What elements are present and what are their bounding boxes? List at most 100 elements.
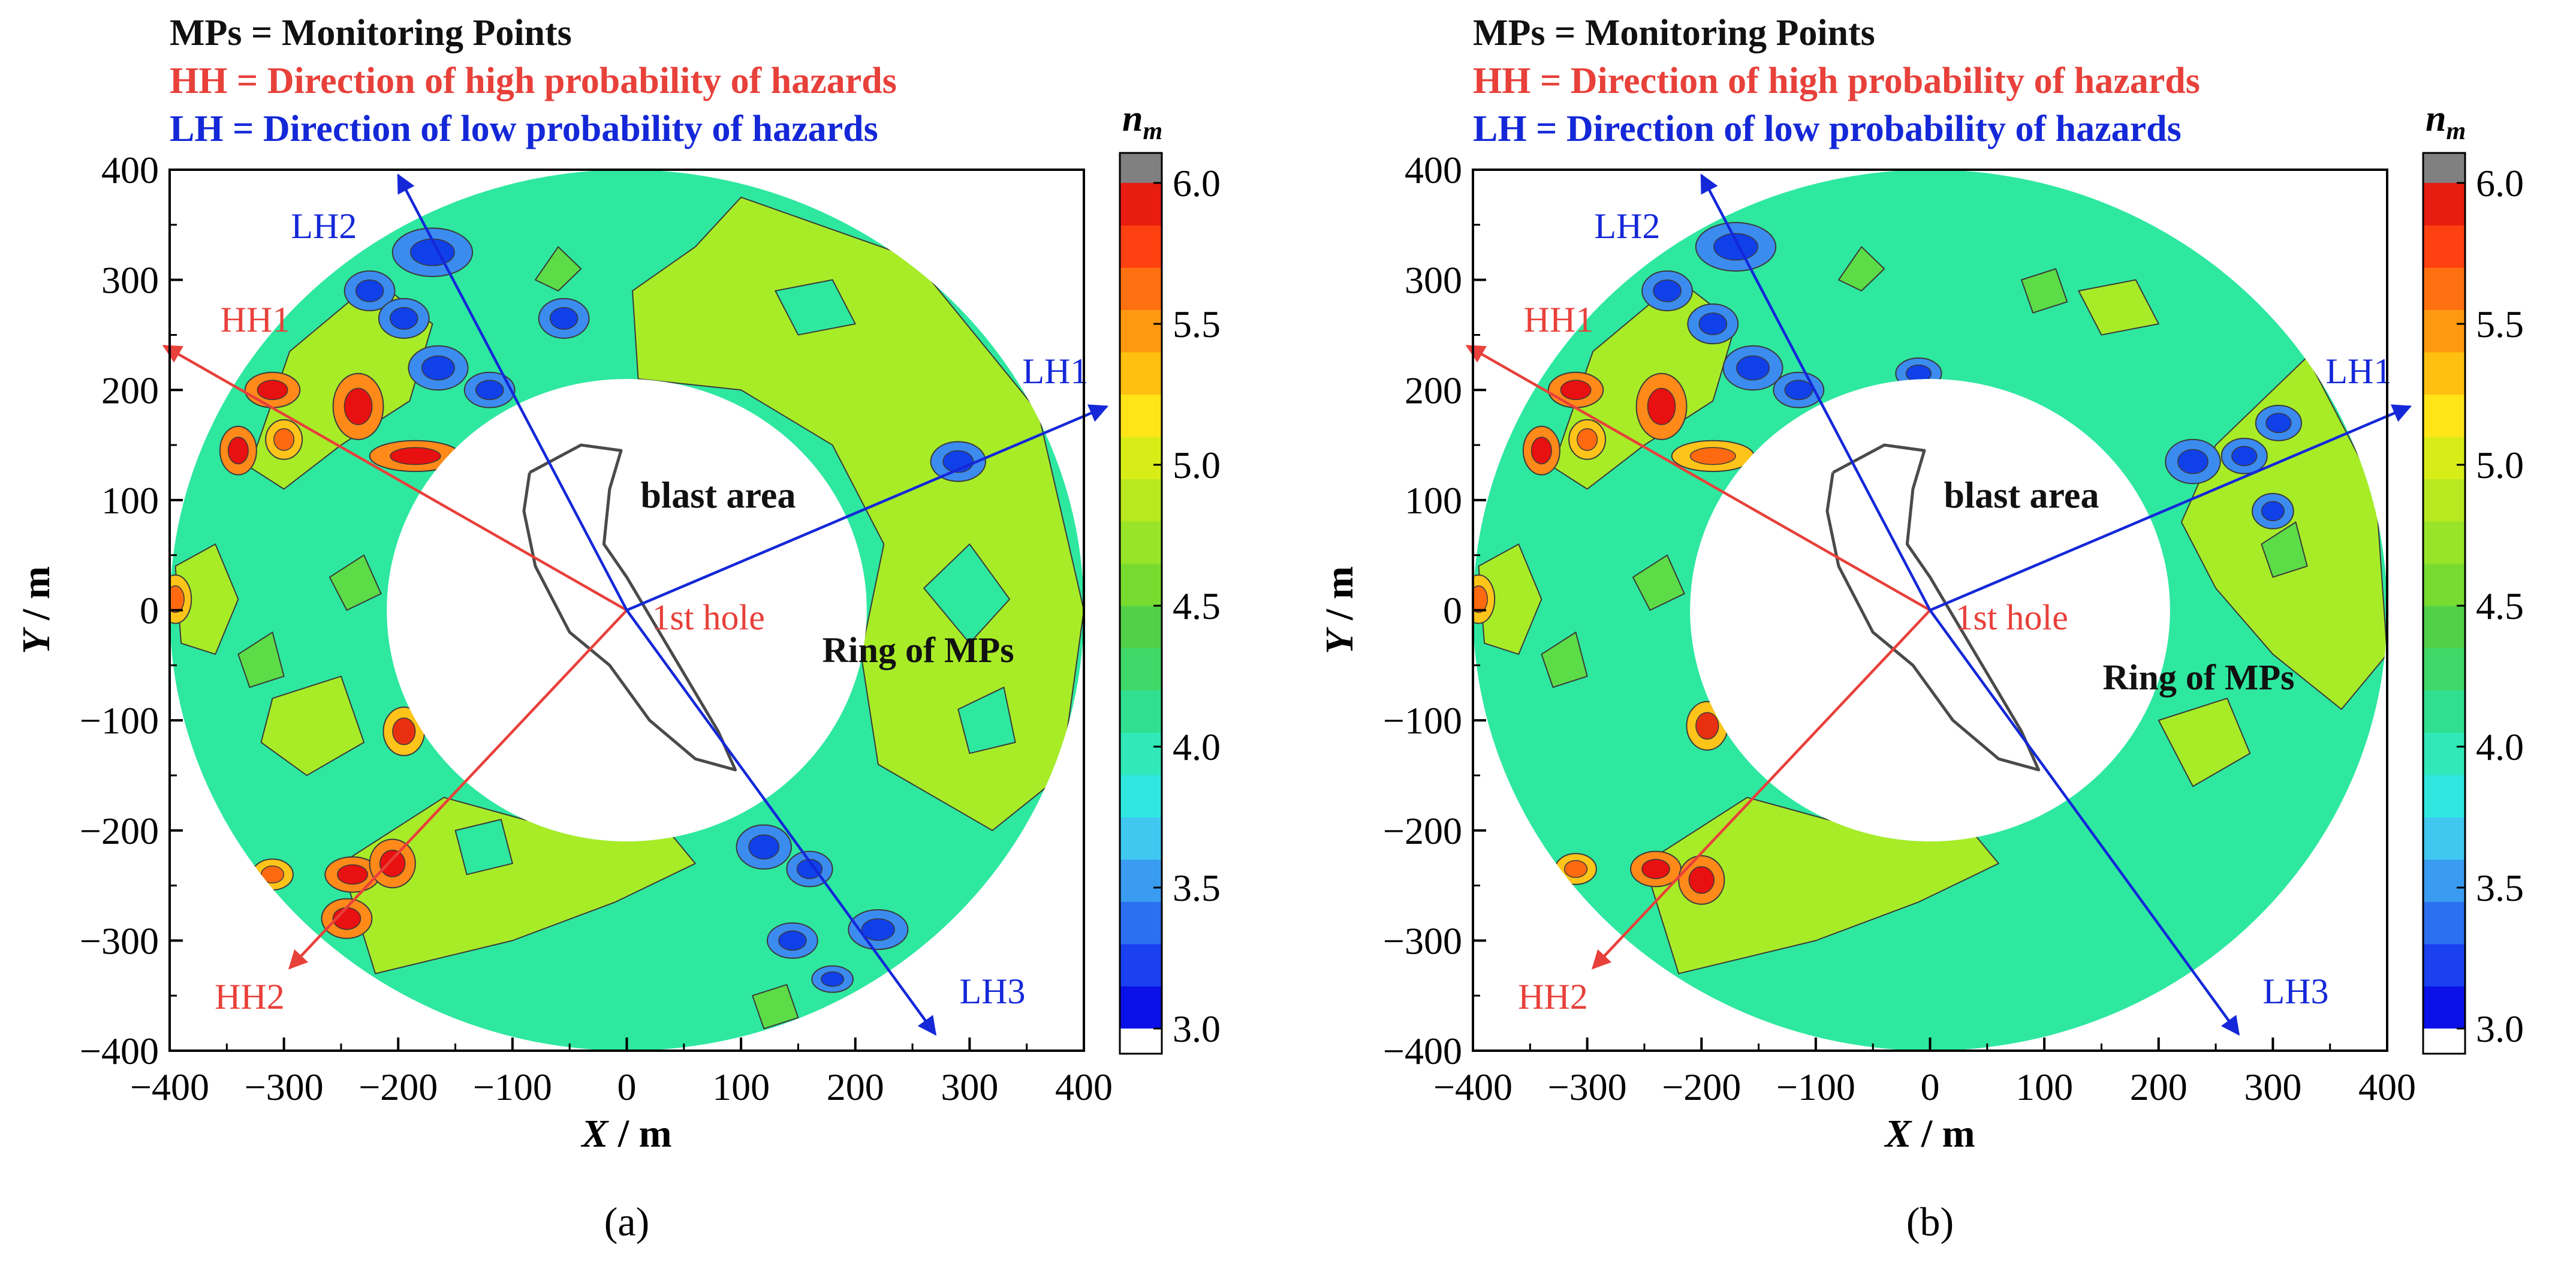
contour-spot-core [821,971,845,987]
colorbar-over-swatch [2423,153,2465,183]
colorbar-tick-label: 4.0 [1173,726,1221,768]
direction-arrow-lh2 [397,173,628,611]
x-tick-label: −300 [245,1066,324,1108]
colorbar-segment [1120,986,1162,1029]
contour-region [2158,697,2251,787]
blast-area-label: blast area [1944,476,2099,516]
colorbar-segment [1120,225,1162,268]
colorbar-segment [2423,479,2465,522]
colorbar-title-subscript: m [2446,118,2466,145]
contour-spot-core [1473,585,1488,614]
x-tick-label: 200 [827,1066,884,1108]
contour-spot-core [2177,449,2209,474]
contour-spot-core [748,834,780,860]
x-tick-label: 0 [617,1066,637,1108]
y-tick-label: 200 [1405,369,1462,411]
y-tick-label: −200 [1383,810,1462,852]
contour-region [329,554,382,611]
colorbar-segment [2423,986,2465,1029]
colorbar-segment [2423,521,2465,564]
contour-spot-core [2261,501,2285,522]
contour-spot-core [549,306,579,330]
contour-spot-core [273,428,295,451]
y-tick-label: −300 [1383,919,1462,962]
colorbar-segment [1120,394,1162,437]
y-tick-label: −100 [80,699,159,742]
panel-caption: (a) [604,1199,649,1244]
x-tick-label: −100 [473,1066,552,1108]
contour-spot-core [1713,233,1758,261]
colorbar-segment [2423,648,2465,691]
contour-region [535,246,582,291]
x-axis-title: X / m [1884,1112,1975,1156]
contour-spot-core [1784,380,1813,401]
contour-region [1541,632,1588,688]
colorbar-segment [2423,775,2465,817]
ring-of-mps-label: Ring of MPs [2102,658,2294,697]
direction-label-lh3: LH3 [960,972,1026,1011]
colorbar-tick-label: 3.5 [2476,867,2524,909]
contour-spot-core [475,380,504,401]
colorbar-over-swatch [1120,153,1162,183]
colorbar-segment [1120,944,1162,987]
contour-spot-core [344,387,373,425]
x-tick-label: 400 [1055,1066,1113,1108]
contour-spot-core [379,849,406,877]
y-axis-title: Y / m [14,566,58,654]
x-axis-title-unit: / m [608,1112,671,1156]
colorbar-segment [2423,267,2465,310]
contour-spot-core [2265,413,2292,434]
x-tick-label: −400 [130,1066,209,1108]
colorbar-tick-label: 4.5 [1173,585,1221,627]
first-hole-label: 1st hole [652,598,765,637]
contour-spot-core [2231,446,2258,467]
x-tick-label: 300 [2244,1066,2301,1108]
direction-label-lh2: LH2 [1594,206,1660,246]
colorbar-tick-label: 4.0 [2476,726,2524,768]
colorbar-segment [2423,225,2465,268]
colorbar-segment [2423,732,2465,775]
colorbar-segment [1120,352,1162,395]
blast-area-outline [522,443,737,772]
contour-region [752,984,799,1030]
colorbar-under-swatch [1120,1029,1162,1054]
x-tick-label: 400 [2358,1066,2416,1108]
y-tick-label: 300 [1405,259,1462,302]
contour-region [1478,543,1542,655]
colorbar-segment [2423,309,2465,353]
x-tick-label: 100 [2015,1066,2073,1108]
direction-arrow-lh3 [625,609,937,1036]
y-tick-label: 100 [1405,479,1462,522]
direction-label-lh2: LH2 [291,206,357,246]
contour-spot-core [1563,860,1588,878]
colorbar-segment [1120,521,1162,564]
direction-label-hh2: HH2 [215,977,285,1017]
colorbar-frame [1119,152,1163,1055]
y-axis-title-unit: / m [14,566,58,630]
contour-spot-core [1689,447,1736,465]
colorbar-segment [2423,859,2465,902]
direction-label-hh2: HH2 [1518,977,1588,1017]
y-tick-label: 100 [101,479,159,522]
contour-spot-core [227,437,249,465]
x-tick-label: −200 [358,1066,438,1108]
y-tick-label: −400 [1383,1030,1462,1072]
colorbar-segment [2423,690,2465,733]
y-axis-title-symbol: Y [1318,627,1361,654]
colorbar-tick-label: 3.5 [1173,867,1221,909]
contour-spot-core [257,380,288,401]
direction-label-hh1: HH1 [221,300,291,339]
colorbar-segment [1120,606,1162,648]
direction-arrow-lh1 [626,404,1109,612]
colorbar-segment [1120,732,1162,775]
colorbar-segment [1120,690,1162,733]
contour-spot-core [170,585,185,614]
colorbar-tick-label: 3.0 [2476,1008,2524,1050]
contour-region [2021,268,2068,314]
direction-arrow-hh2 [288,609,628,970]
x-tick-label: −400 [1433,1066,1513,1108]
contour-spot-core [1653,279,1682,302]
contour-spot-core [389,306,418,330]
direction-label-lh3: LH3 [2263,972,2329,1011]
